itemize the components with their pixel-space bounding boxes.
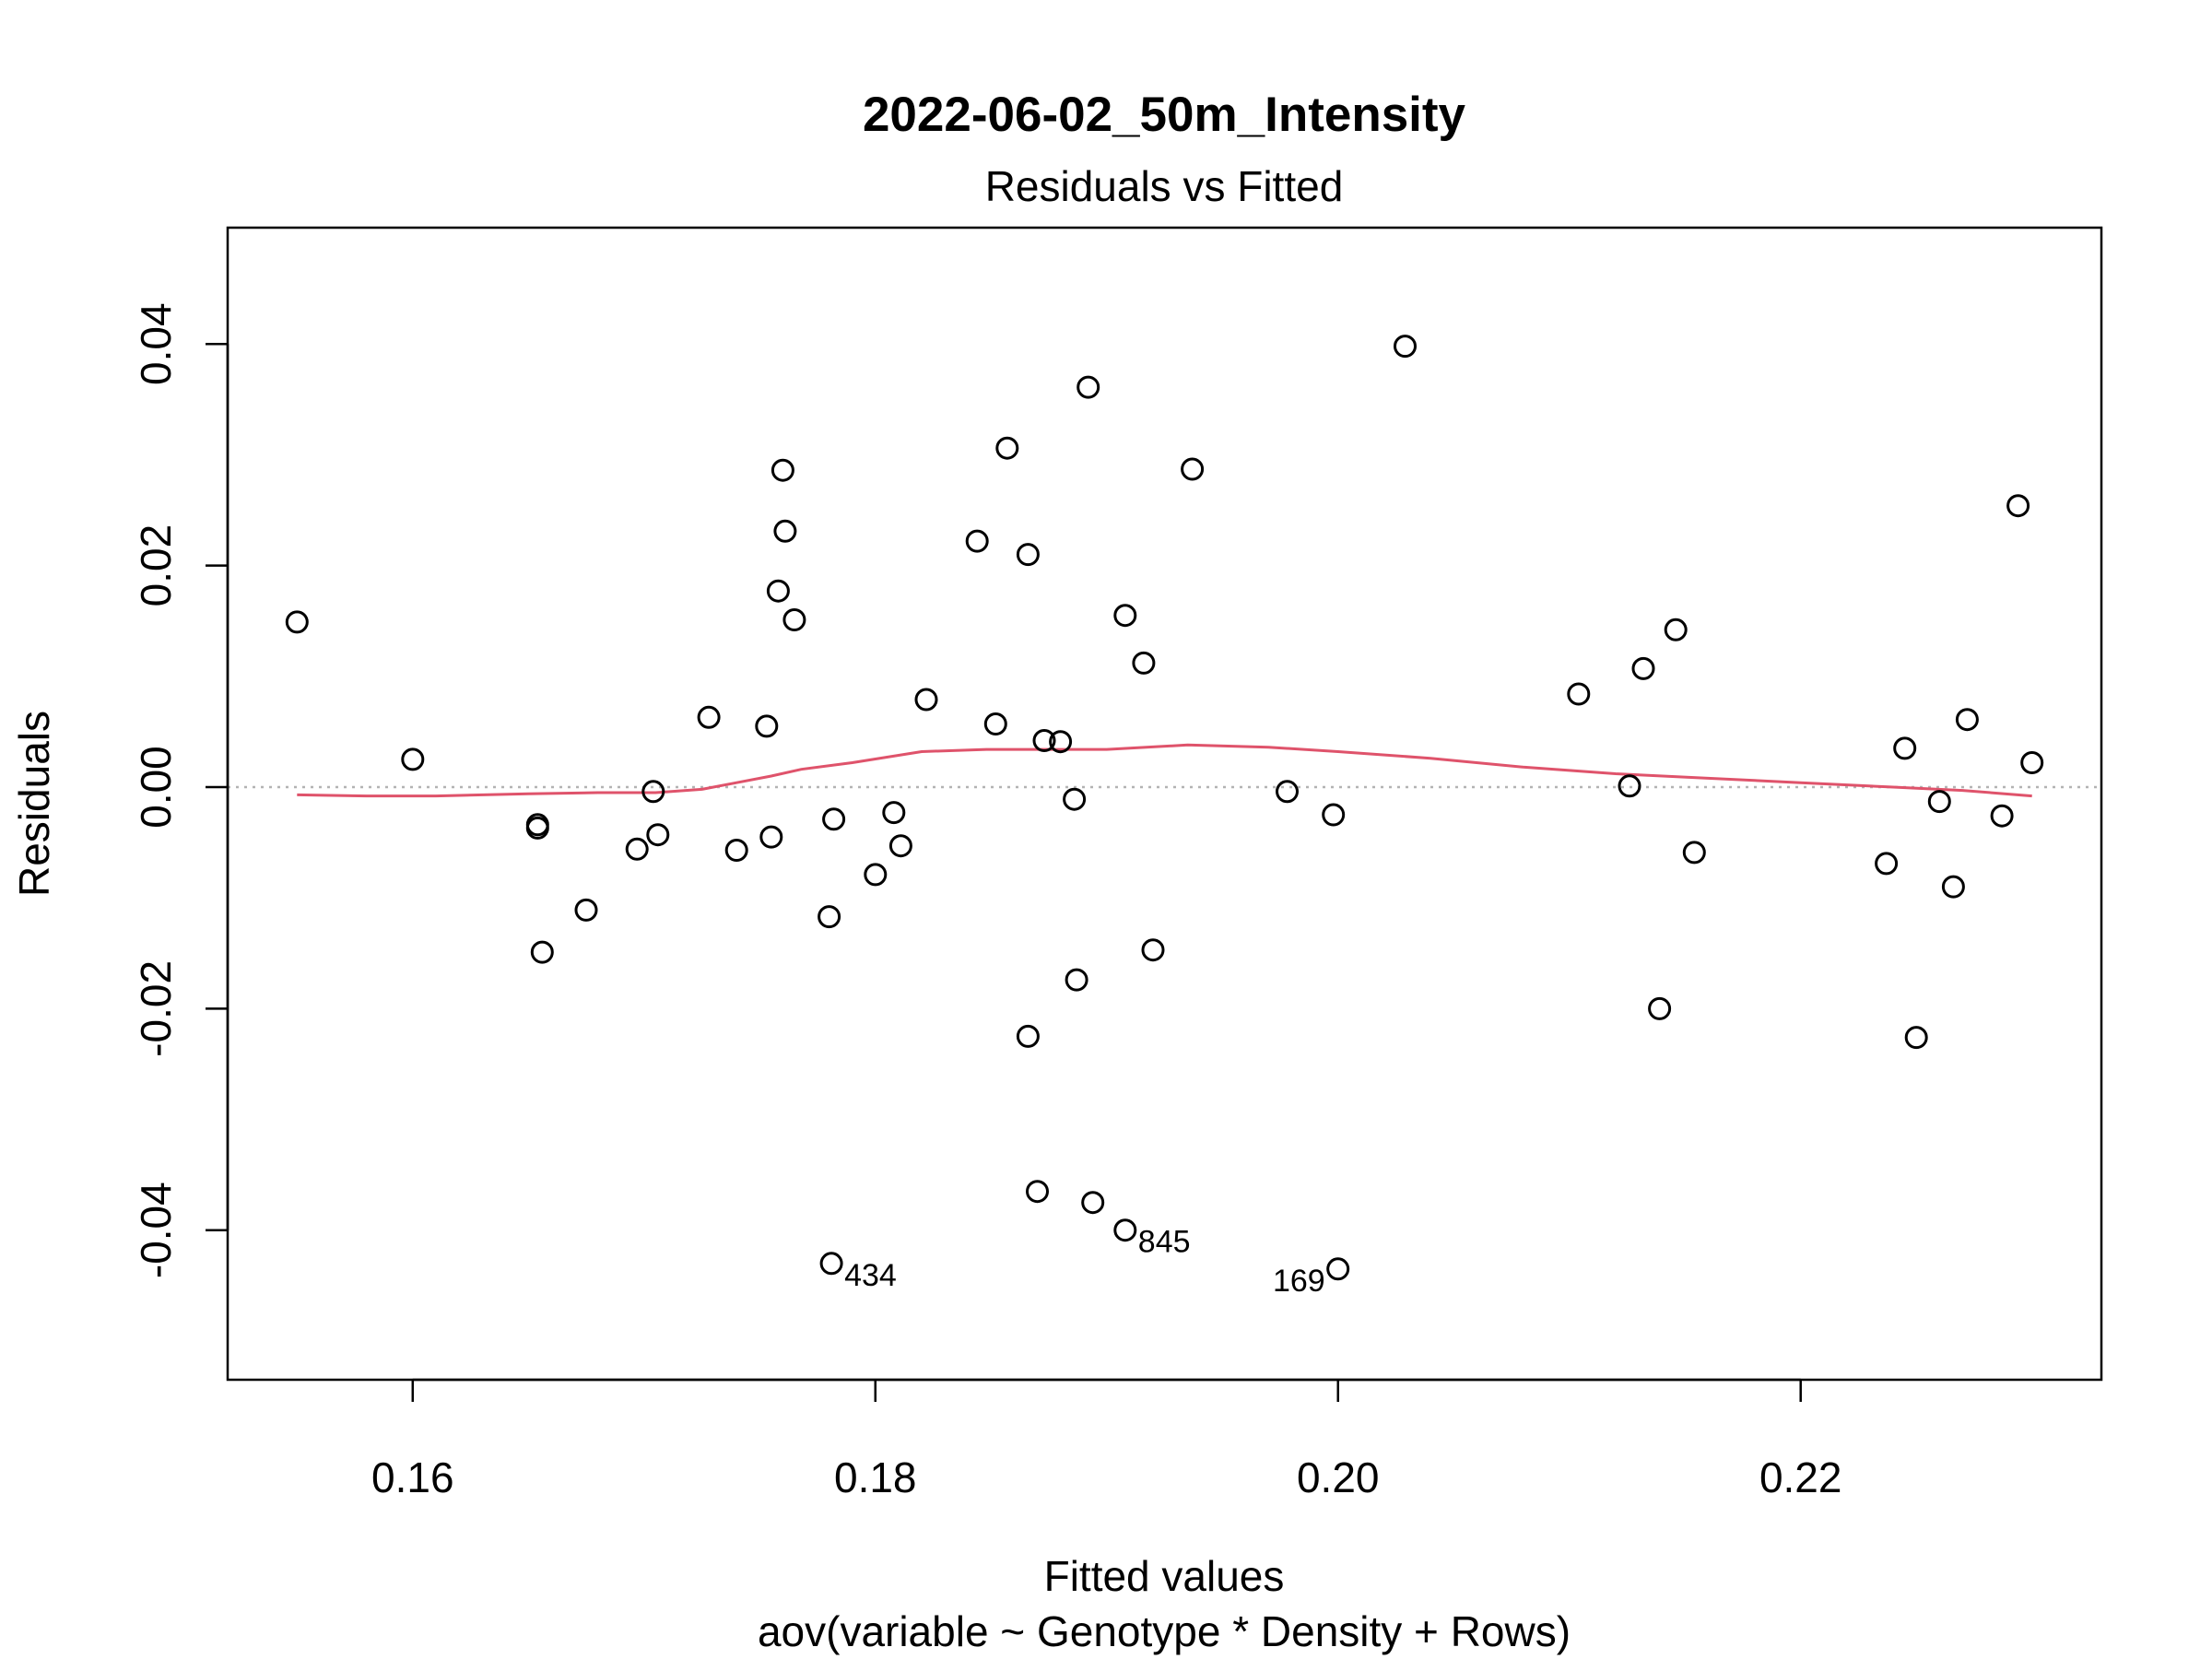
data-point — [983, 712, 1007, 735]
data-point — [771, 458, 794, 482]
data-point — [1049, 730, 1073, 754]
plot-frame — [226, 226, 2103, 1382]
data-point — [1322, 803, 1346, 827]
y-axis-label: Residuals — [10, 711, 58, 897]
data-point — [1955, 708, 1979, 732]
data-point — [759, 825, 783, 849]
data-point — [882, 801, 906, 825]
data-point — [697, 705, 721, 729]
data-point — [914, 688, 938, 712]
data-point — [1631, 656, 1655, 680]
data-point — [646, 823, 670, 847]
data-point — [864, 863, 888, 887]
data-point — [1141, 938, 1165, 962]
y-tick-label: -0.02 — [132, 960, 180, 1057]
smooth-line-layer — [297, 743, 2032, 798]
data-point — [1026, 1180, 1049, 1204]
data-point — [1326, 1257, 1350, 1281]
data-point — [2006, 494, 2030, 518]
x-tick-label: 0.22 — [1759, 1453, 1842, 1501]
y-tick-label: -0.04 — [132, 1182, 180, 1278]
data-point — [1893, 736, 1917, 760]
data-point — [1664, 618, 1688, 641]
x-axis-model-label: aov(variable ~ Genotype * Density + Rows… — [758, 1607, 1571, 1655]
data-point — [1904, 1026, 1928, 1050]
point-label: 845 — [1138, 1225, 1191, 1260]
data-point — [1941, 875, 1965, 899]
data-point — [1567, 682, 1591, 706]
data-point — [818, 905, 841, 929]
y-tick-label: 0.02 — [132, 524, 180, 607]
chart-title: 2022-06-02_50m_Intensity — [863, 88, 1466, 142]
y-tick-label: 0.00 — [132, 746, 180, 829]
point-label: 434 — [844, 1258, 897, 1293]
chart-subtitle: Residuals vs Fitted — [985, 162, 1344, 210]
data-point — [995, 436, 1019, 460]
data-point — [401, 747, 425, 771]
data-point — [724, 839, 748, 862]
data-point — [822, 807, 846, 831]
data-point — [525, 816, 549, 840]
data-point — [1927, 790, 1951, 814]
y-axis: -0.04 -0.02 0.00 0.02 0.04 — [132, 302, 229, 1278]
data-point — [1990, 804, 2014, 828]
smooth-trend-line — [297, 743, 2032, 798]
data-point — [773, 519, 797, 543]
data-point — [1875, 852, 1899, 876]
data-point — [819, 1252, 843, 1276]
data-point — [574, 898, 598, 922]
data-point — [782, 608, 806, 631]
x-tick-label: 0.20 — [1297, 1453, 1380, 1501]
data-point — [1648, 996, 1672, 1020]
x-tick-label: 0.18 — [834, 1453, 917, 1501]
data-point — [1132, 651, 1156, 675]
x-tick-label: 0.16 — [371, 1453, 454, 1501]
data-point — [755, 714, 779, 738]
data-point — [1065, 968, 1088, 992]
x-axis-label: Fitted values — [1044, 1552, 1285, 1600]
data-point — [530, 940, 554, 964]
point-labels-layer: 434 845 169 — [844, 1225, 1325, 1299]
data-point — [1032, 729, 1056, 752]
data-point — [2020, 751, 2044, 774]
point-label: 169 — [1273, 1264, 1325, 1299]
data-point — [766, 579, 790, 603]
data-points-layer — [285, 335, 2044, 1281]
data-point — [1113, 1218, 1137, 1242]
data-point — [1394, 335, 1417, 359]
x-axis: 0.16 0.18 0.20 0.22 — [371, 1378, 1842, 1501]
data-point — [641, 780, 665, 804]
data-point — [1081, 1191, 1105, 1215]
y-tick-label: 0.04 — [132, 302, 180, 385]
data-point — [625, 837, 649, 861]
data-point — [1016, 1024, 1040, 1048]
data-point — [1063, 787, 1087, 811]
data-point — [1181, 457, 1205, 481]
data-point — [1276, 780, 1299, 804]
data-point — [888, 834, 912, 858]
data-point — [285, 610, 309, 634]
data-point — [1077, 375, 1100, 399]
data-point — [1682, 841, 1706, 865]
data-point — [1113, 604, 1137, 628]
data-point — [1618, 774, 1641, 798]
data-point — [965, 529, 989, 553]
data-point — [1016, 543, 1040, 567]
